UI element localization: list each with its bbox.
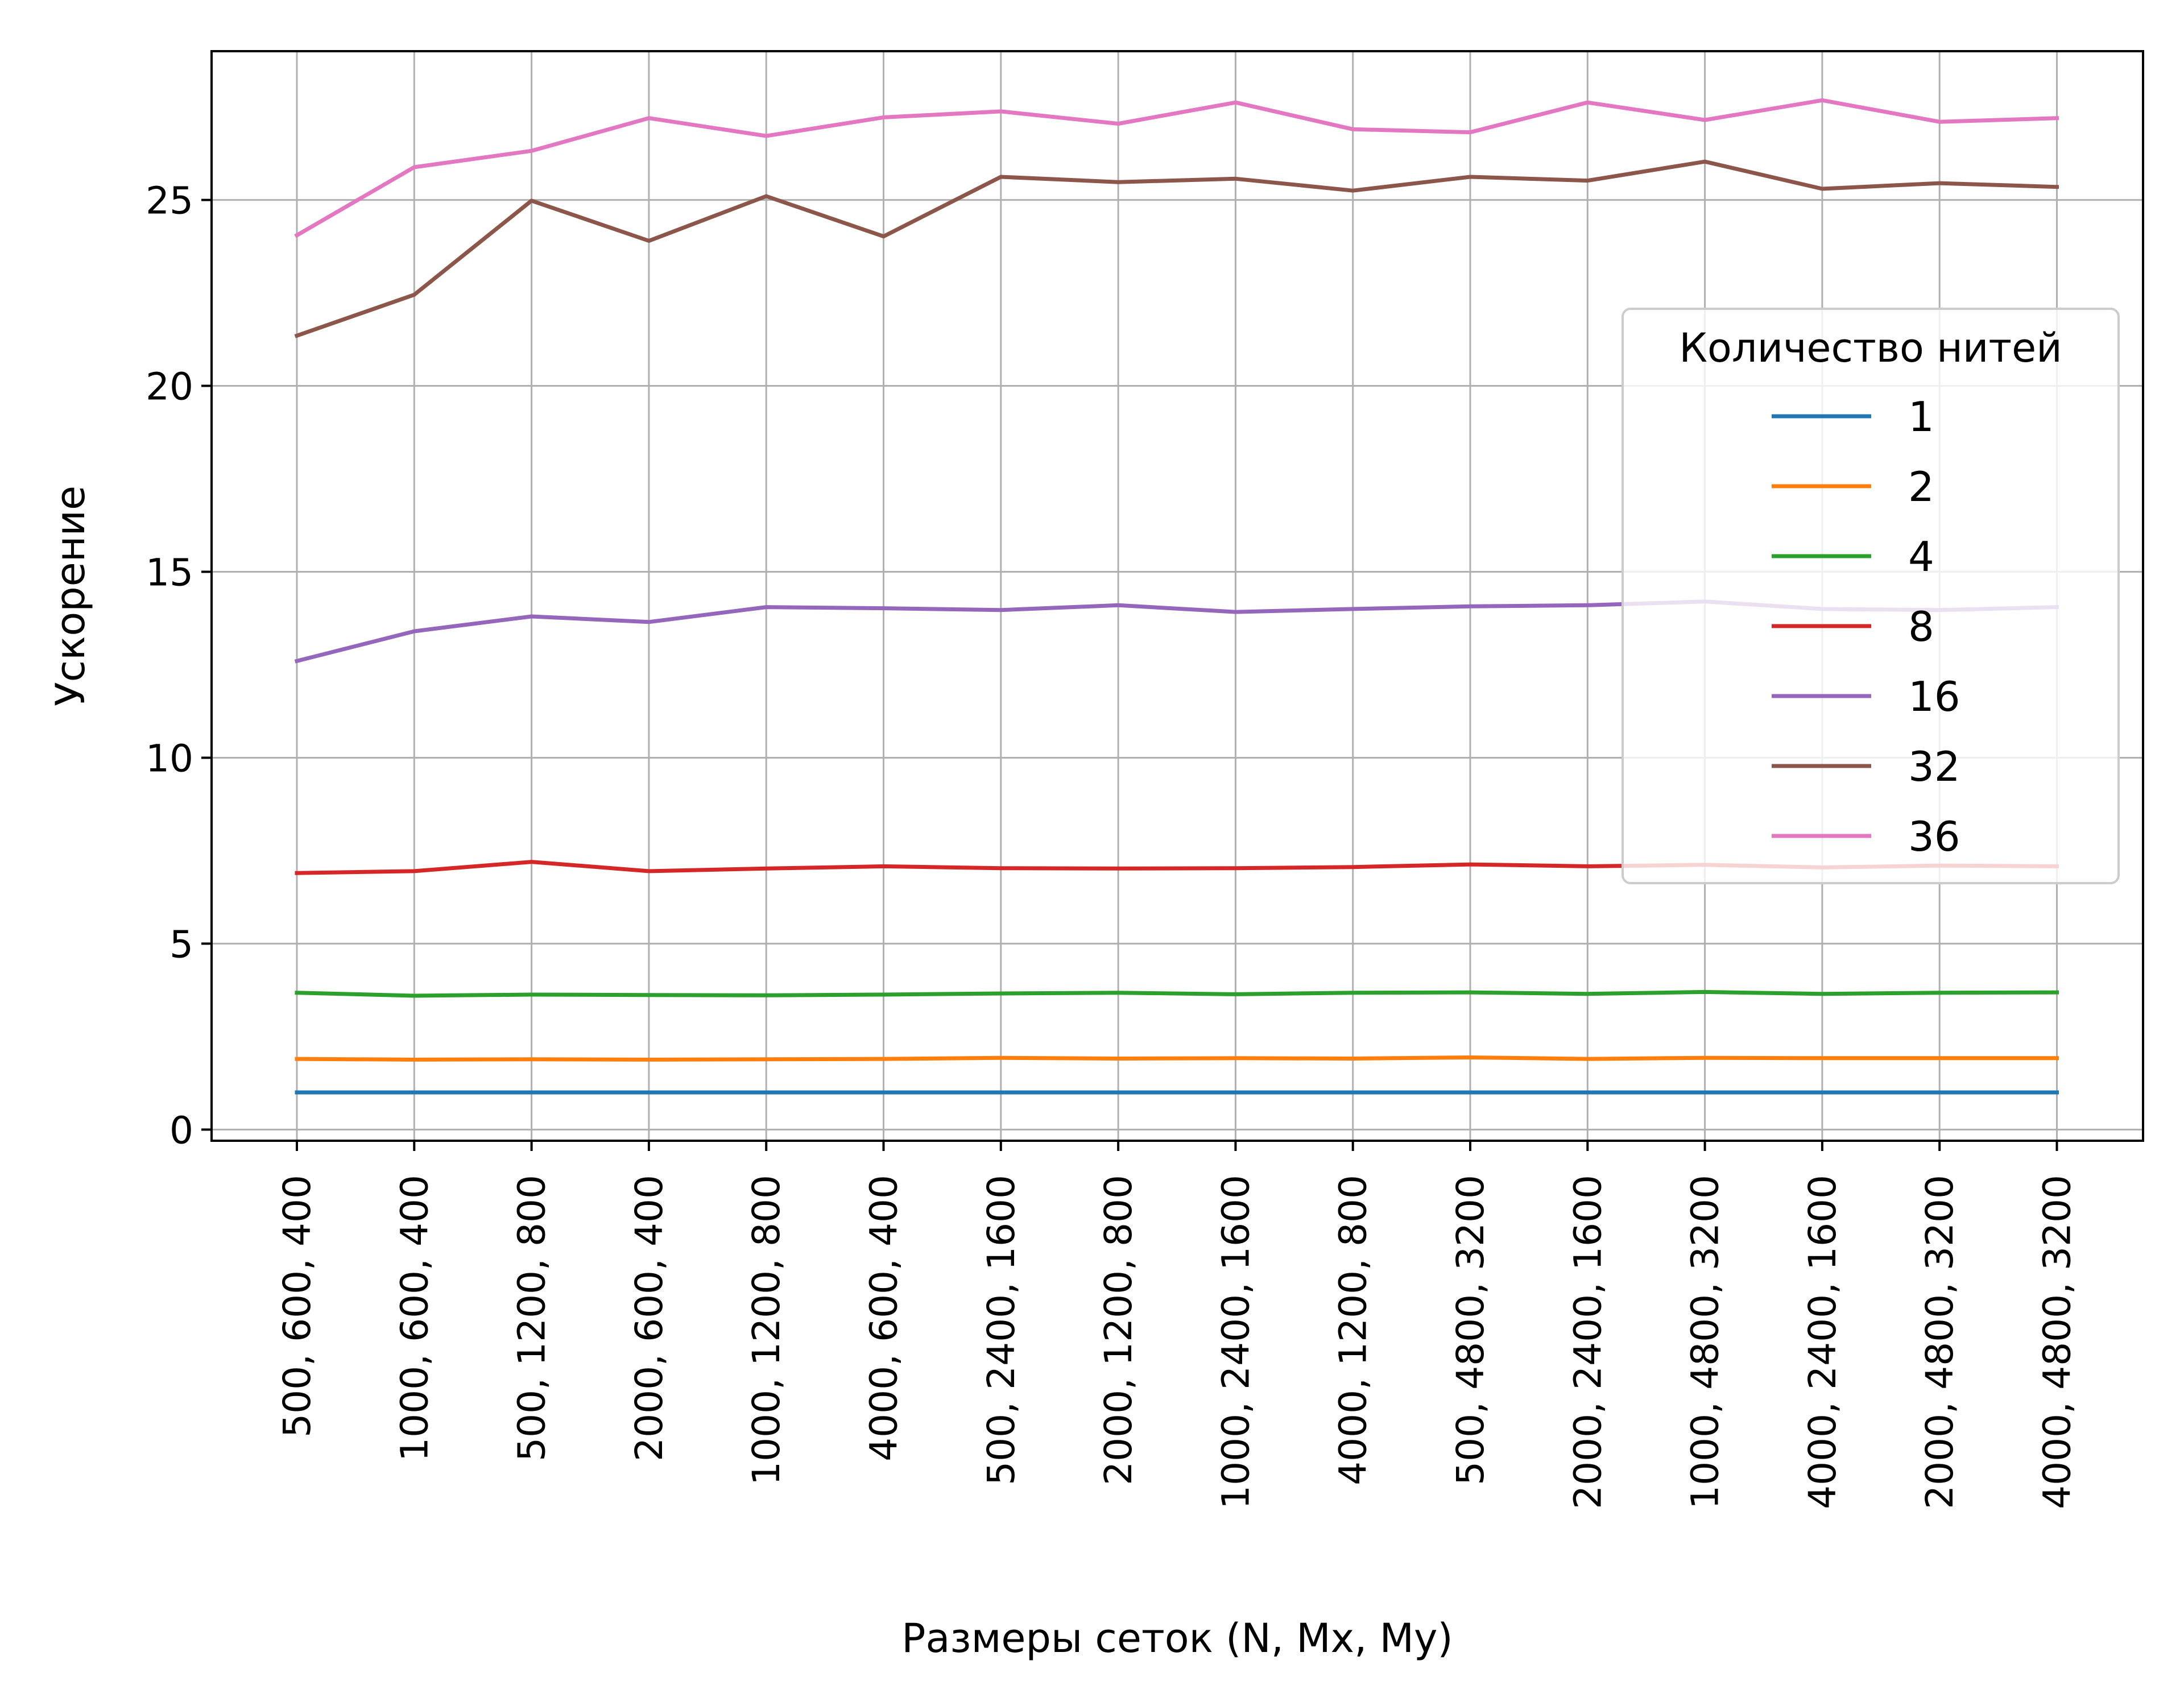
x-tick-label: 1000, 4800, 3200 bbox=[1684, 1175, 1727, 1509]
legend-label-32: 32 bbox=[1908, 743, 1960, 790]
legend-items: 1 2 4 8 16 32 36 bbox=[1772, 393, 1960, 860]
legend-label-16: 16 bbox=[1908, 673, 1960, 721]
x-tick-label: 1000, 1200, 800 bbox=[744, 1175, 788, 1485]
x-tick-label: 4000, 2400, 1600 bbox=[1801, 1175, 1844, 1509]
y-axis-ticks: 0 5 10 15 20 25 bbox=[146, 179, 212, 1152]
legend-label-36: 36 bbox=[1908, 813, 1960, 860]
legend-label-4: 4 bbox=[1908, 533, 1934, 581]
series-line-4 bbox=[295, 989, 2059, 998]
y-tick-label: 25 bbox=[146, 179, 193, 223]
x-tick-label: 1000, 600, 400 bbox=[392, 1175, 436, 1461]
y-tick-label: 20 bbox=[146, 365, 193, 409]
x-tick-label: 4000, 1200, 800 bbox=[1331, 1175, 1375, 1485]
x-tick-label: 2000, 1200, 800 bbox=[1097, 1175, 1140, 1485]
legend-label-2: 2 bbox=[1908, 463, 1934, 511]
x-tick-label: 500, 4800, 3200 bbox=[1449, 1175, 1492, 1485]
plot-frame bbox=[210, 50, 2144, 1142]
legend-box bbox=[1622, 308, 2120, 884]
series-line-32 bbox=[294, 159, 2059, 338]
series-line-36 bbox=[294, 98, 2059, 238]
legend-label-8: 8 bbox=[1908, 603, 1934, 651]
legend-title: Количество нитей bbox=[1679, 325, 2062, 371]
x-tick-label: 500, 1200, 800 bbox=[510, 1175, 554, 1461]
series-line-2 bbox=[295, 1055, 2059, 1062]
x-tick-label: 2000, 2400, 1600 bbox=[1566, 1175, 1610, 1509]
x-tick-label: 1000, 2400, 1600 bbox=[1214, 1175, 1258, 1509]
y-tick-label: 5 bbox=[169, 922, 193, 966]
x-tick-label: 500, 600, 400 bbox=[275, 1175, 319, 1438]
x-tick-label: 2000, 4800, 3200 bbox=[1918, 1175, 1962, 1509]
x-tick-label: 4000, 4800, 3200 bbox=[2036, 1175, 2079, 1509]
legend-label-1: 1 bbox=[1908, 393, 1934, 441]
legend: Количество нитей 1 2 4 8 16 32 36 bbox=[1622, 308, 2120, 884]
x-tick-label: 2000, 600, 400 bbox=[627, 1175, 671, 1461]
x-axis-label: Размеры сеток (N, Mx, My) bbox=[901, 1615, 1453, 1662]
y-tick-label: 10 bbox=[146, 736, 193, 780]
y-tick-label: 15 bbox=[146, 550, 193, 594]
y-axis-label: Ускорение bbox=[47, 486, 94, 706]
x-axis-ticks: 500, 600, 400 1000, 600, 400 500, 1200, 80… bbox=[275, 1141, 2079, 1509]
x-tick-label: 4000, 600, 400 bbox=[862, 1175, 906, 1461]
y-tick-label: 0 bbox=[169, 1108, 193, 1152]
x-tick-label: 500, 2400, 1600 bbox=[979, 1175, 1023, 1485]
